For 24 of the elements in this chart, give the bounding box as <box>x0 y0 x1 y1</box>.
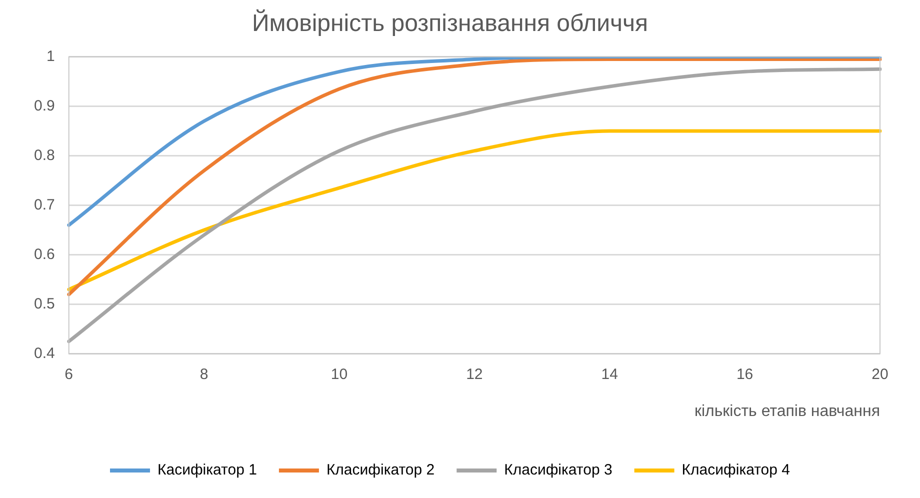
line-series <box>67 56 882 227</box>
x-tick-label: 16 <box>736 366 754 383</box>
x-tick-label: 20 <box>872 366 888 383</box>
y-tick-label: 0.8 <box>34 146 55 164</box>
y-tick-label: 0.7 <box>34 196 55 214</box>
line-series <box>67 58 882 296</box>
y-tick-label: 0.4 <box>34 344 55 362</box>
legend-label: Класифікатор 4 <box>682 462 790 479</box>
x-axis-title: кількість етапів навчання <box>694 402 880 420</box>
x-tick-label: 14 <box>601 366 618 383</box>
x-tick-label: 10 <box>330 366 348 383</box>
chart-title: Ймовірність розпізнавання обличчя <box>252 9 648 38</box>
legend-label: Класифікатор 3 <box>504 462 612 479</box>
y-tick-label: 0.5 <box>34 295 55 312</box>
legend-label: Класифікатор 2 <box>326 462 435 479</box>
x-tick-label: 6 <box>64 366 74 383</box>
x-tick-label: 12 <box>466 366 483 383</box>
y-tick-label: 1 <box>46 48 55 65</box>
x-tick-label: 8 <box>200 366 208 383</box>
y-tick-label: 0.6 <box>34 246 55 263</box>
y-tick-label: 0.9 <box>34 97 55 114</box>
line-series <box>67 129 882 292</box>
legend-label: Касифікатор 1 <box>158 462 257 479</box>
line-series <box>67 67 882 344</box>
